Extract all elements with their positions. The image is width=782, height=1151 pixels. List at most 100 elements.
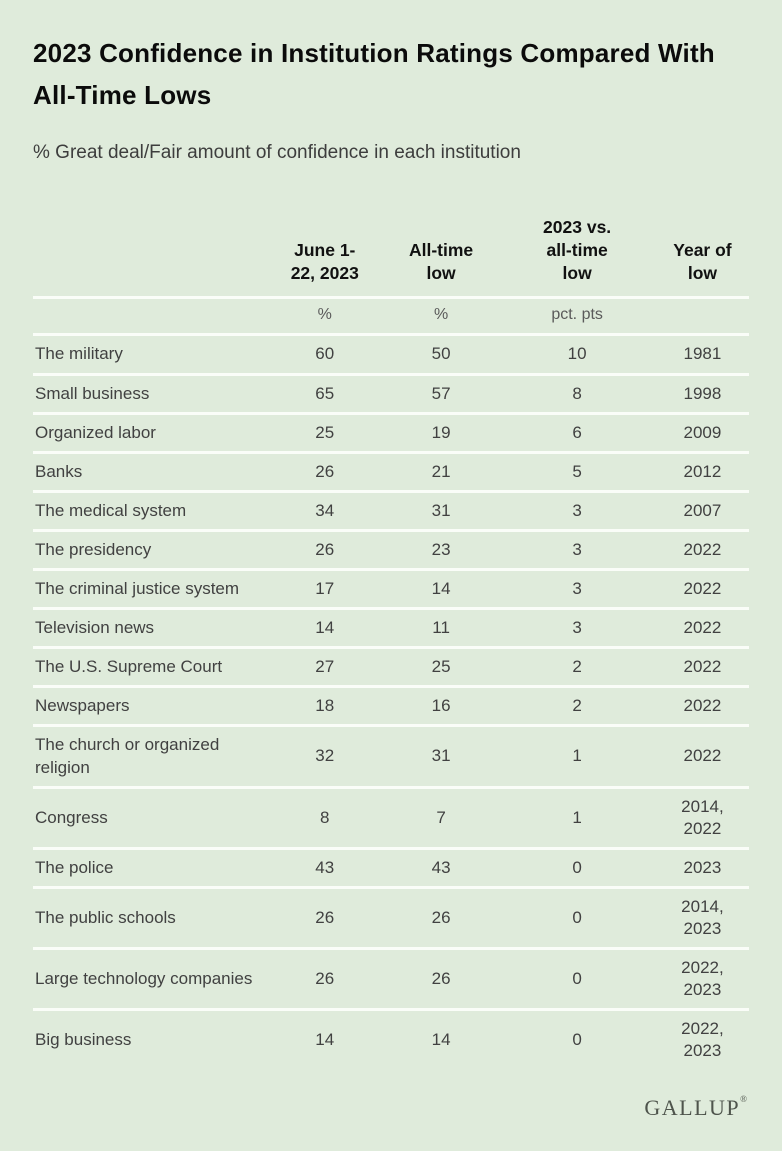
vs-all-time-low-cell: 2 [572,657,582,677]
vs-all-time-low-cell: 5 [572,461,582,481]
institution-cell: The police [35,857,114,877]
table-row: The military 60 50 10 1981 [33,335,749,375]
table-row: The police 43 43 0 2023 [33,848,749,888]
vs-all-time-low-cell: 0 [572,1030,582,1050]
institution-cell: The military [35,344,123,364]
all-time-low-cell: 43 [431,857,451,877]
all-time-low-cell: 7 [436,807,446,827]
all-time-low-cell: 26 [431,907,451,927]
year-of-low-cell: 2023 [683,857,722,877]
june-2023-cell: 26 [315,539,335,559]
june-2023-cell: 18 [315,696,335,716]
table-row: Organized labor 25 19 6 2009 [33,413,749,453]
subtitle: % Great deal/Fair amount of confidence i… [33,142,521,164]
gallup-wordmark: GALLUP [644,1095,741,1121]
june-2023-cell: 43 [315,857,335,877]
institution-cell: The presidency [35,539,152,559]
june-2023-cell: 27 [315,657,335,677]
all-time-low-cell: 57 [431,383,451,403]
unit-year-of-low [656,298,749,335]
year-of-low-cell: 2022 [683,539,722,559]
institution-cell: Small business [35,383,150,403]
vs-all-time-low-cell: 3 [572,500,582,520]
all-time-low-cell: 19 [431,422,451,442]
confidence-table: June 1- 22, 2023 All-time low 2023 vs. a… [33,216,749,1069]
table-header: June 1- 22, 2023 All-time low 2023 vs. a… [33,216,749,335]
unit-all-time-low: % [433,306,449,324]
institution-cell: Congress [35,807,108,827]
all-time-low-cell: 25 [431,657,451,677]
year-of-low-cell: 2012 [683,461,722,481]
june-2023-cell: 17 [315,579,335,599]
june-2023-cell: 60 [315,344,335,364]
year-of-low-cell: 2022, 2023 [681,1019,724,1061]
june-2023-cell: 8 [320,807,330,827]
year-of-low-cell: 2022 [683,579,722,599]
all-time-low-cell: 21 [431,461,451,481]
year-of-low-cell: 2007 [683,500,722,520]
june-2023-cell: 26 [315,461,335,481]
vs-all-time-low-cell: 3 [572,539,582,559]
institution-cell: Newspapers [35,696,130,716]
year-of-low-cell: 2022, 2023 [681,958,724,1000]
header-vs-all-time-low: 2023 vs. all-time low [543,217,612,283]
table-row: Television news 14 11 3 2022 [33,609,749,648]
header-row: June 1- 22, 2023 All-time low 2023 vs. a… [33,216,749,298]
vs-all-time-low-cell: 2 [572,696,582,716]
year-of-low-cell: 2022 [683,657,722,677]
all-time-low-cell: 50 [431,344,451,364]
june-2023-cell: 65 [315,383,335,403]
gallup-logo: GALLUP® [644,1094,747,1121]
table-row: Large technology companies 26 26 0 2022,… [33,949,749,1010]
units-row: % % pct. pts [33,298,749,335]
table-row: Banks 26 21 5 2012 [33,452,749,492]
vs-all-time-low-cell: 1 [572,807,582,827]
june-2023-cell: 32 [315,746,335,766]
vs-all-time-low-cell: 0 [572,857,582,877]
june-2023-cell: 26 [315,907,335,927]
header-all-time-low: All-time low [408,239,474,283]
all-time-low-cell: 14 [431,579,451,599]
institution-cell: Organized labor [35,422,156,442]
institution-cell: The criminal justice system [35,579,240,599]
table-row: The criminal justice system 17 14 3 2022 [33,570,749,609]
year-of-low-cell: 2014, 2022 [681,796,724,838]
all-time-low-cell: 26 [431,969,451,989]
footer: GALLUP® [33,1095,749,1121]
institution-cell: The public schools [35,907,176,927]
page-title: 2023 Confidence in Institution Ratings C… [33,38,715,111]
june-2023-cell: 34 [315,500,335,520]
table-row: The public schools 26 26 0 2014, 2023 [33,887,749,949]
table-row: Newspapers 18 16 2 2022 [33,687,749,726]
june-2023-cell: 26 [315,969,335,989]
year-of-low-cell: 2022 [683,746,722,766]
header-institution [33,216,266,298]
registered-trademark-icon: ® [740,1094,747,1105]
june-2023-cell: 25 [315,422,335,442]
institution-cell: The U.S. Supreme Court [35,657,223,677]
table-row: Big business 14 14 0 2022, 2023 [33,1010,749,1070]
vs-all-time-low-cell: 0 [572,969,582,989]
all-time-low-cell: 11 [432,618,450,638]
institution-cell: Television news [35,618,155,638]
unit-june-2023: % [317,306,332,324]
table-row: Small business 65 57 8 1998 [33,374,749,414]
all-time-low-cell: 14 [431,1030,451,1050]
year-of-low-cell: 1981 [683,344,722,364]
vs-all-time-low-cell: 1 [572,746,582,766]
vs-all-time-low-cell: 10 [567,344,587,364]
all-time-low-cell: 31 [431,746,451,766]
all-time-low-cell: 16 [431,696,451,716]
year-of-low-cell: 2014, 2023 [681,896,724,938]
institution-cell: Banks [35,461,83,481]
institution-cell: Big business [35,1030,132,1050]
table-row: The medical system 34 31 3 2007 [33,491,749,531]
header-year-of-low: Year of low [673,239,732,283]
year-of-low-cell: 2022 [683,696,722,716]
table-row: The U.S. Supreme Court 27 25 2 2022 [33,648,749,687]
year-of-low-cell: 1998 [683,383,722,403]
institution-cell: Large technology companies [35,969,253,989]
institution-cell: The medical system [35,500,187,520]
vs-all-time-low-cell: 3 [572,579,582,599]
